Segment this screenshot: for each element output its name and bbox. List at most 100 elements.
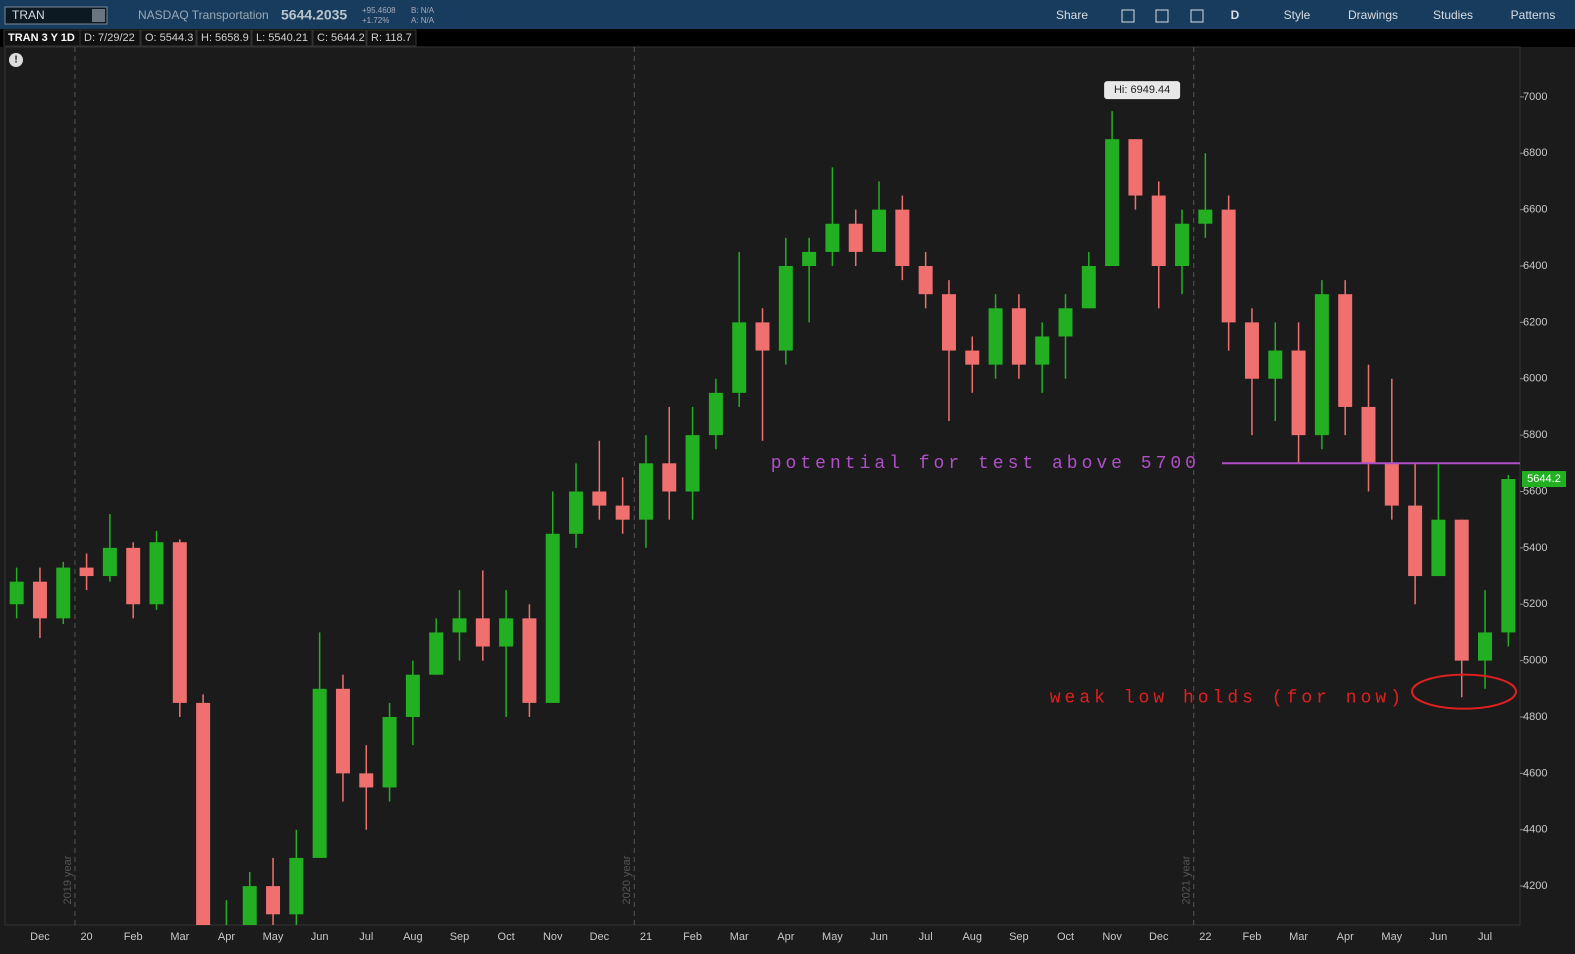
y-tick-label: 5800 xyxy=(1523,429,1547,441)
candle-body xyxy=(429,632,444,675)
change: +95.4608 xyxy=(362,6,396,15)
high-callout xyxy=(1104,81,1181,100)
y-tick-label: 6200 xyxy=(1523,316,1547,328)
candle-body xyxy=(9,581,24,605)
candle-body xyxy=(1011,308,1026,365)
info-cell xyxy=(251,29,313,47)
candle-body xyxy=(266,886,281,915)
x-tick-label: Apr xyxy=(1337,931,1354,943)
year-label: 2021 year xyxy=(1181,855,1193,904)
candle-body xyxy=(988,308,1003,365)
symbol: TRAN xyxy=(12,8,45,22)
candle-body xyxy=(825,223,840,252)
candle-body xyxy=(312,688,327,858)
toolbar-icon[interactable] xyxy=(1190,9,1204,23)
year-label: 2020 year xyxy=(621,855,633,904)
x-tick-label: Jun xyxy=(870,931,888,943)
candle-body xyxy=(149,542,164,605)
x-tick-label: Oct xyxy=(498,931,515,943)
candle-body xyxy=(522,618,537,703)
candle-body xyxy=(499,618,514,647)
x-tick-label: Feb xyxy=(124,931,143,943)
x-tick-label: Dec xyxy=(1149,931,1169,943)
candle-body xyxy=(102,547,117,577)
candle-body xyxy=(56,567,71,619)
toolbar-icon[interactable] xyxy=(1121,9,1135,23)
candle-body xyxy=(32,581,47,619)
candle-body xyxy=(965,350,980,365)
info-date: D: 7/29/22 xyxy=(84,32,135,44)
info-range: R: 118.7 xyxy=(371,32,412,44)
info-low: L: 5540.21 xyxy=(256,32,308,44)
candle-body xyxy=(545,533,560,703)
x-tick-label: Aug xyxy=(962,931,982,943)
candle-body xyxy=(1058,308,1073,337)
candle-body xyxy=(475,618,490,647)
candle-body xyxy=(382,716,397,788)
candle-body xyxy=(918,266,933,295)
candle-body xyxy=(1384,463,1399,506)
x-tick-label: Mar xyxy=(730,931,749,943)
x-tick-label: Aug xyxy=(403,931,423,943)
x-tick-label: Oct xyxy=(1057,931,1074,943)
candle-body xyxy=(1221,209,1236,323)
year-label: 2019 year xyxy=(62,855,74,904)
candle-body xyxy=(405,674,420,717)
toolbar-button[interactable]: Share xyxy=(1056,8,1088,22)
alert-icon[interactable] xyxy=(9,53,23,67)
candle-body xyxy=(615,505,630,520)
y-tick-label: 5000 xyxy=(1523,655,1547,667)
candle-body xyxy=(1268,350,1283,379)
candle-body xyxy=(708,392,723,436)
x-tick-label: Jul xyxy=(919,931,933,943)
candle-body xyxy=(1035,336,1050,365)
candle-body xyxy=(335,688,350,774)
candle-body xyxy=(1175,223,1190,267)
candle-body xyxy=(778,266,793,351)
info-cell xyxy=(79,29,141,47)
y-tick-label: 5400 xyxy=(1523,542,1547,554)
info-open: O: 5544.3 xyxy=(145,32,193,44)
symbol-box[interactable] xyxy=(4,6,108,25)
x-tick-label: 22 xyxy=(1199,931,1211,943)
ask: A: N/A xyxy=(411,16,435,25)
candle-body xyxy=(359,773,374,788)
toolbar-button[interactable]: Drawings xyxy=(1348,8,1398,22)
y-tick-label: 4400 xyxy=(1523,824,1547,836)
x-tick-label: Dec xyxy=(590,931,610,943)
info-close: C: 5644.2 xyxy=(317,32,365,44)
x-tick-label: Feb xyxy=(683,931,702,943)
y-tick-label: 4600 xyxy=(1523,767,1547,779)
toolbar-button[interactable]: Studies xyxy=(1433,8,1473,22)
last-price-tag xyxy=(1522,471,1566,488)
x-tick-label: 21 xyxy=(640,931,652,943)
candle-body xyxy=(802,251,817,267)
x-tick-label: Mar xyxy=(1289,931,1308,943)
toolbar-icon[interactable] xyxy=(1155,9,1169,23)
y-tick-label: 7000 xyxy=(1523,91,1547,103)
info-cell xyxy=(312,29,367,47)
y-tick-label: 4800 xyxy=(1523,711,1547,723)
info-cell xyxy=(366,29,417,47)
y-tick-label: 6600 xyxy=(1523,204,1547,216)
candle-body xyxy=(848,223,863,252)
candle-body xyxy=(1291,350,1306,436)
dropdown[interactable] xyxy=(92,9,105,22)
candle-body xyxy=(755,322,770,351)
toolbar-button[interactable]: Patterns xyxy=(1511,8,1556,22)
x-tick-label: 20 xyxy=(80,931,92,943)
last-price: 5644.2035 xyxy=(281,7,347,23)
candle-body xyxy=(662,463,677,492)
candle-body xyxy=(569,491,584,534)
x-tick-label: Feb xyxy=(1242,931,1261,943)
toolbar-button[interactable]: Style xyxy=(1284,8,1311,22)
bid: B: N/A xyxy=(411,6,435,15)
instrument-name: NASDAQ Transportation xyxy=(138,8,269,22)
target-note: potential for test above 5700 xyxy=(771,454,1200,474)
candle-body xyxy=(196,702,211,925)
toolbar-button[interactable]: D xyxy=(1231,8,1240,22)
candle-body xyxy=(1431,519,1446,577)
candle-body xyxy=(592,491,607,506)
y-tick-label: 6000 xyxy=(1523,373,1547,385)
